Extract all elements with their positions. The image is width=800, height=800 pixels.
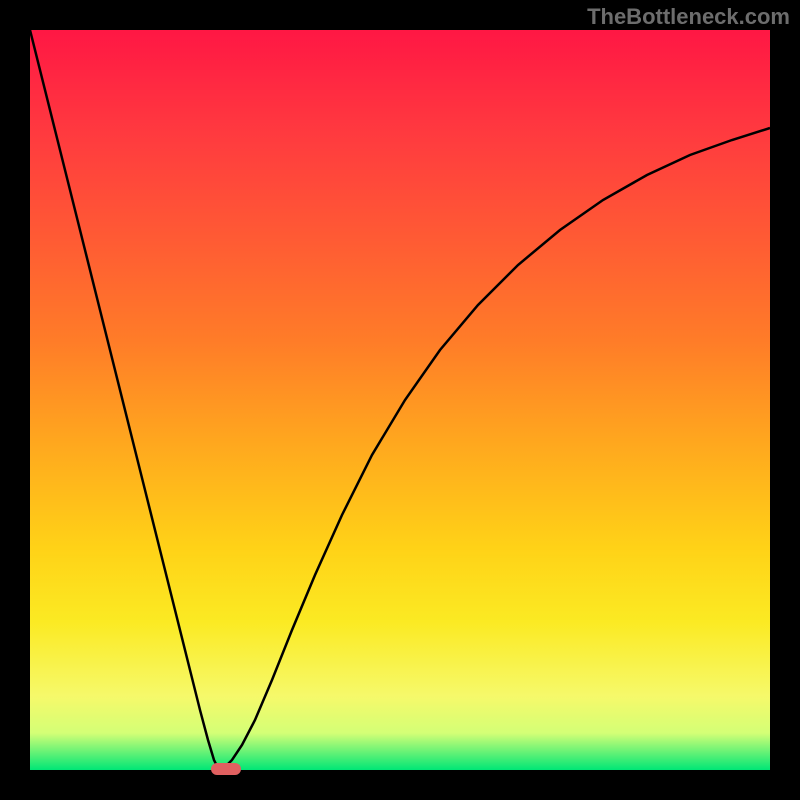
chart-container: TheBottleneck.com: [0, 0, 800, 800]
curve-path: [30, 30, 770, 768]
watermark-text: TheBottleneck.com: [587, 4, 790, 30]
curve-layer: [0, 0, 800, 800]
min-marker: [211, 763, 241, 775]
